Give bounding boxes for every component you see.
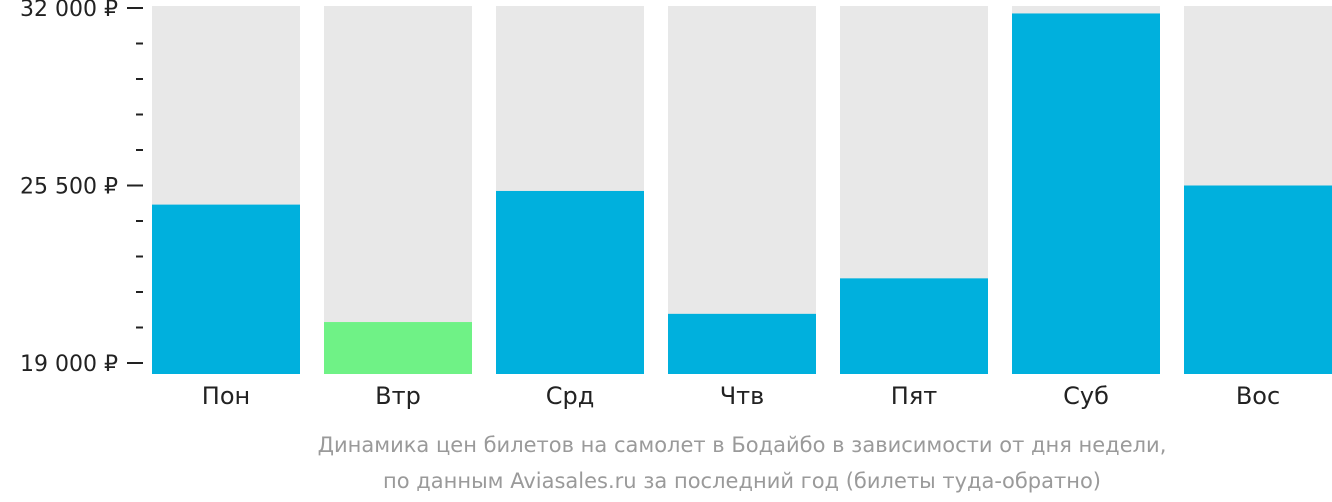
x-axis-labels: Пон Втр Срд Чтв Пят Суб Вос [202,382,1280,410]
x-tick-label: Пят [891,382,937,410]
bar-3 [668,313,816,374]
y-tick-label: 19 000 ₽ [20,352,118,377]
x-tick-label: Пон [202,382,250,410]
x-tick-label: Вос [1236,382,1280,410]
x-tick-label: Срд [546,382,595,410]
caption-line-2: по данным Aviasales.ru за последний год … [383,469,1101,493]
bar-5 [1012,13,1160,374]
x-tick-label: Чтв [720,382,765,410]
bars [152,6,1332,374]
bar-6 [1184,185,1332,374]
bar-0 [152,204,300,374]
y-tick-label: 25 500 ₽ [20,175,118,200]
bar-1 [324,322,472,374]
y-tick-label: 32 000 ₽ [20,0,118,22]
x-tick-label: Втр [375,382,421,410]
bar-track [668,6,816,374]
bar-track [324,6,472,374]
caption-line-1: Динамика цен билетов на самолет в Бодайб… [318,433,1167,457]
x-tick-label: Суб [1063,382,1109,410]
y-axis: 32 000 ₽ 25 500 ₽ 19 000 ₽ [20,0,143,377]
bar-4 [840,278,988,374]
bar-2 [496,190,644,374]
